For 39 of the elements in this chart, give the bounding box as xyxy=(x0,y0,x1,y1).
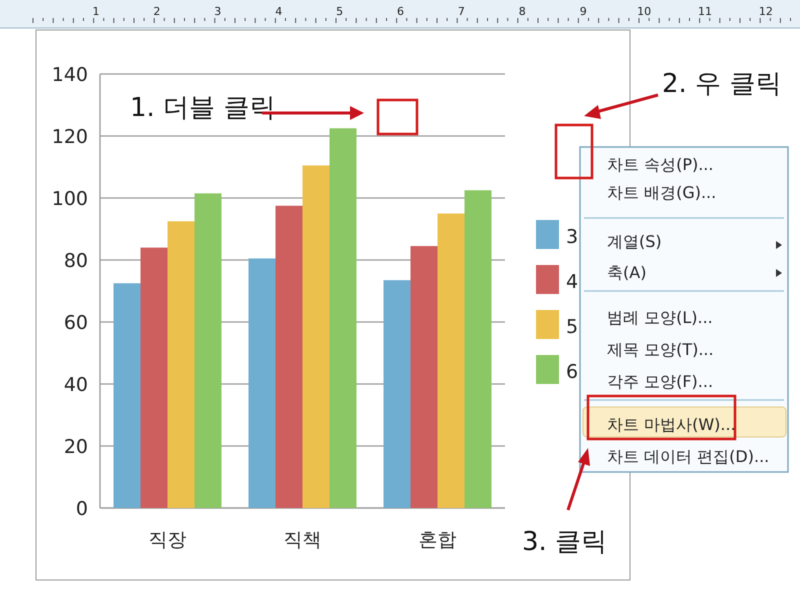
bar xyxy=(194,193,222,508)
bar xyxy=(114,283,140,508)
y-tick-label: 100 xyxy=(52,188,88,210)
legend-label: 6 xyxy=(566,361,578,383)
bar xyxy=(140,248,168,508)
x-tick-label: 혼합 xyxy=(418,529,456,551)
text: 제목 모양(T)... xyxy=(607,340,714,359)
legend-label: 5 xyxy=(566,316,578,338)
bar xyxy=(330,128,356,508)
legend-label: 4 xyxy=(566,271,578,293)
bar xyxy=(276,206,302,508)
bar xyxy=(248,258,276,508)
x-tick-label: 직장 xyxy=(148,529,186,551)
text: 차트 속성(P)... xyxy=(607,155,714,174)
bar xyxy=(384,280,410,508)
y-tick-label: 40 xyxy=(64,374,88,396)
text: 3. 클릭 xyxy=(522,527,608,557)
bar xyxy=(168,221,194,508)
y-tick-label: 120 xyxy=(52,126,88,148)
bar xyxy=(302,165,330,508)
text: 계열(S) xyxy=(607,232,662,251)
y-tick-label: 140 xyxy=(52,64,88,86)
text: 차트 배경(G)... xyxy=(607,183,716,202)
text: 각주 모양(F)... xyxy=(607,372,714,391)
y-tick-label: 60 xyxy=(64,312,88,334)
legend-label: 3 xyxy=(566,226,578,248)
text: 차트 데이터 편집(D)... xyxy=(607,447,770,466)
text: 축(A) xyxy=(607,263,646,282)
text: 범례 모양(L)... xyxy=(607,308,713,327)
y-tick-label: 20 xyxy=(64,436,88,458)
y-tick-label: 0 xyxy=(76,498,88,520)
bar xyxy=(438,214,464,508)
text: 차트 마법사(W)... xyxy=(607,415,736,434)
annotation: 1. 더블 클릭 xyxy=(130,93,276,123)
bar xyxy=(410,246,438,508)
bar xyxy=(464,190,492,508)
text: 2. 우 클릭 xyxy=(662,69,782,99)
x-tick-label: 직책 xyxy=(284,529,322,551)
y-tick-label: 80 xyxy=(64,250,88,272)
